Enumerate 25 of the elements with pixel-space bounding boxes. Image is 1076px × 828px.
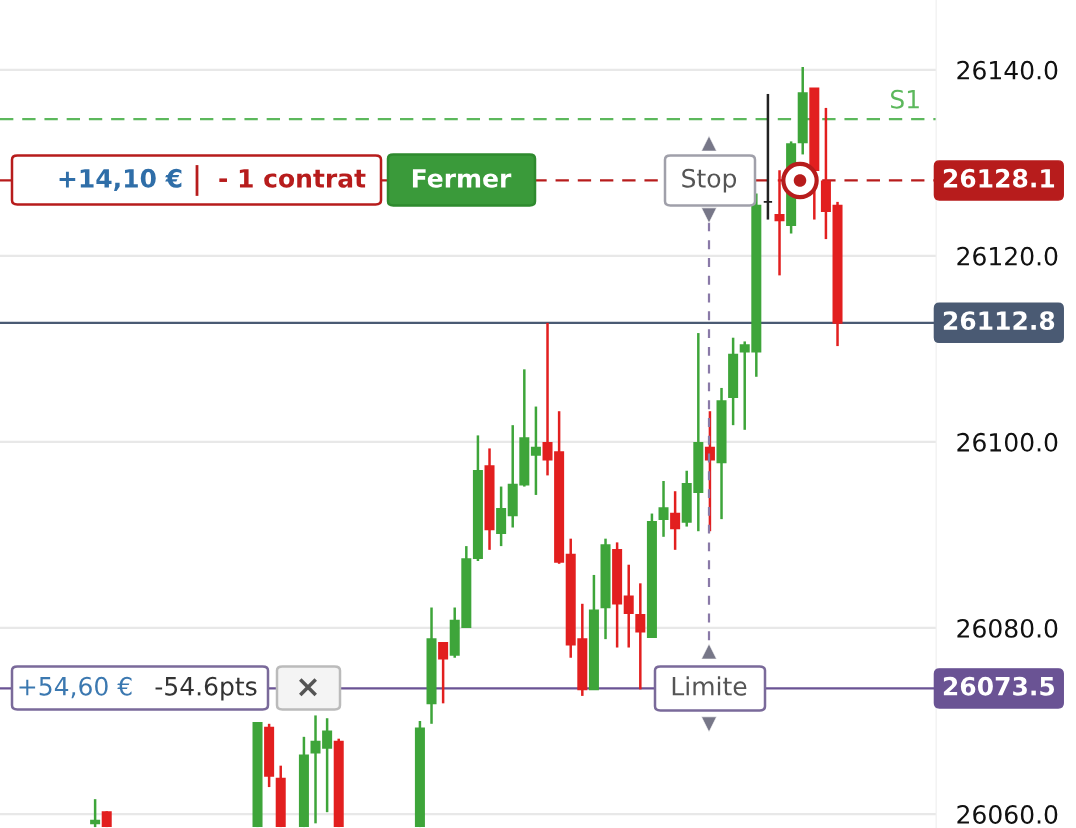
ref-line-label: 26112.8 <box>943 311 1055 331</box>
annotation: Stop <box>682 168 737 193</box>
y-tick-label: 26060.0 <box>957 804 1058 824</box>
candlestick <box>438 641 449 705</box>
candlestick <box>90 797 101 828</box>
annotation: - 1 contrat <box>219 169 366 188</box>
annotation: +14,10 € <box>59 168 182 191</box>
ref-line-label: S1 <box>890 89 919 109</box>
candlestick <box>658 479 669 539</box>
candlestick <box>623 563 634 649</box>
ref-line-label: 26073.5 <box>943 676 1055 696</box>
y-tick-label: 26140.0 <box>957 60 1058 80</box>
annotation: Limite <box>672 676 747 696</box>
candlestick <box>635 582 646 691</box>
y-tick-label: 26120.0 <box>957 246 1058 266</box>
y-tick-label: 26080.0 <box>957 618 1058 638</box>
candlestick <box>774 169 785 277</box>
annotation: Fermer <box>412 169 512 188</box>
annotation: +54,60 € <box>19 676 132 699</box>
y-tick-label: 26100.0 <box>957 432 1058 452</box>
annotation: × <box>299 678 317 697</box>
annotation: -54.6pts <box>155 676 257 701</box>
candlestick <box>530 405 541 497</box>
ref-line-label: 26128.1 <box>943 168 1055 188</box>
candlestick <box>670 489 681 552</box>
